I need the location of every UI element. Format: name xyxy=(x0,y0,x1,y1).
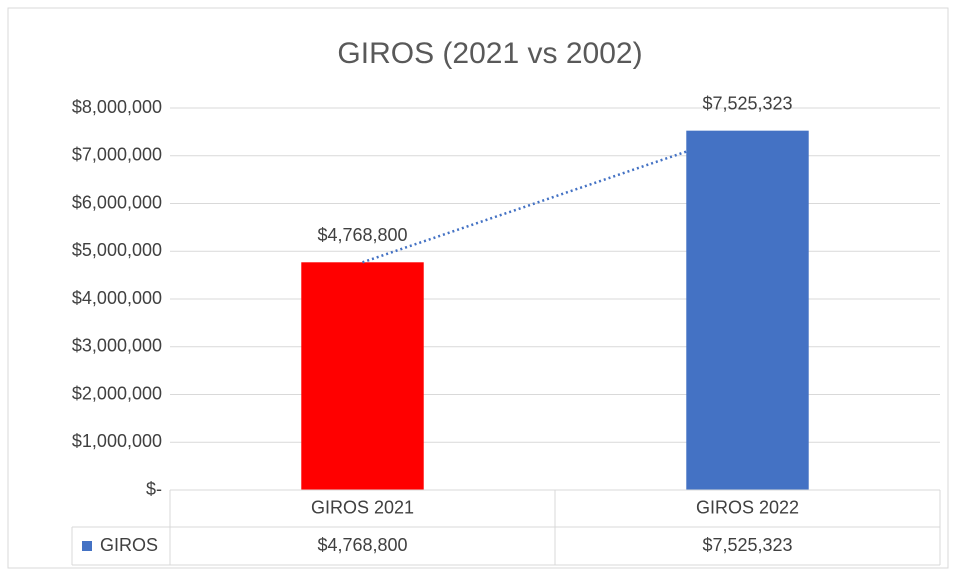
y-tick-label: $8,000,000 xyxy=(72,97,162,117)
y-tick-label: $7,000,000 xyxy=(72,145,162,165)
y-tick-label: $4,000,000 xyxy=(72,288,162,308)
chart-title: GIROS (2021 vs 2002) xyxy=(337,37,642,70)
bar xyxy=(686,130,809,490)
y-tick-label: $- xyxy=(146,479,162,499)
data-label: $4,768,800 xyxy=(317,225,407,245)
legend-key xyxy=(82,541,92,551)
y-tick-label: $2,000,000 xyxy=(72,383,162,403)
y-tick-label: $3,000,000 xyxy=(72,336,162,356)
legend-label: GIROS xyxy=(100,535,158,555)
data-label: $7,525,323 xyxy=(702,93,792,113)
bar xyxy=(301,262,424,490)
y-tick-label: $1,000,000 xyxy=(72,431,162,451)
x-tick-label: GIROS 2022 xyxy=(696,497,799,517)
y-tick-label: $6,000,000 xyxy=(72,192,162,212)
y-tick-label: $5,000,000 xyxy=(72,240,162,260)
table-value: $4,768,800 xyxy=(317,535,407,555)
table-value: $7,525,323 xyxy=(702,535,792,555)
trendline xyxy=(362,150,687,264)
x-tick-label: GIROS 2021 xyxy=(311,497,414,517)
